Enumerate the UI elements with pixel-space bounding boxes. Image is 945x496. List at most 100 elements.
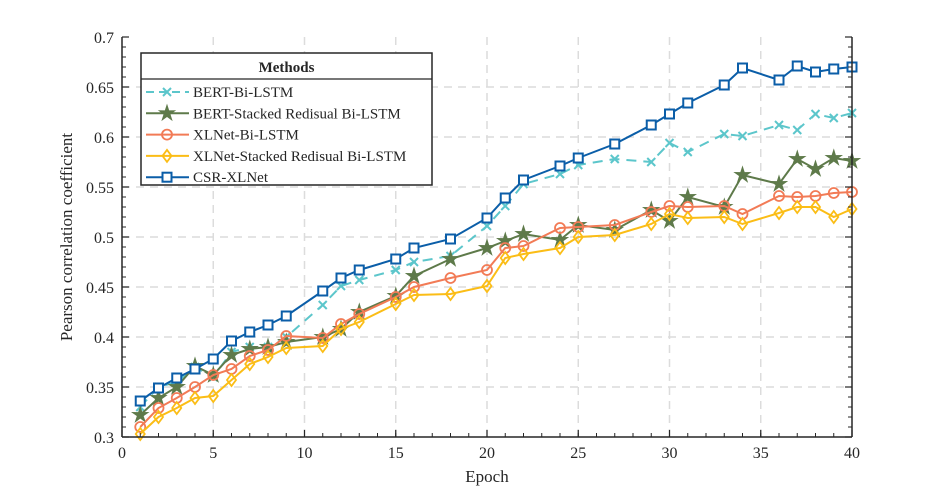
series-csr-xlnet: [134, 60, 858, 407]
y-tick-label: 0.45: [86, 280, 114, 297]
data-point: [134, 421, 147, 433]
data-point: [481, 278, 493, 294]
data-point: [645, 216, 657, 232]
data-point: [444, 286, 457, 302]
data-point: [481, 212, 493, 224]
data-point: [389, 291, 402, 303]
legend-entry: BERT-Stacked Redisual Bi-LSTM: [193, 106, 401, 122]
data-point: [189, 390, 201, 406]
data-point: [682, 97, 694, 109]
data-point: [189, 363, 201, 375]
data-point: [404, 266, 424, 284]
data-point: [663, 206, 676, 222]
legend-entry: BERT-Bi-LSTM: [193, 85, 293, 101]
data-point: [481, 264, 493, 276]
data-point: [149, 388, 168, 406]
data-point: [207, 353, 219, 365]
data-point: [152, 402, 165, 414]
data-point: [318, 300, 328, 310]
legend-marker: [157, 103, 177, 122]
data-point: [810, 66, 821, 78]
data-point: [226, 335, 237, 347]
data-point: [335, 321, 347, 337]
data-point: [828, 63, 840, 75]
x-tick-label: 10: [297, 445, 313, 462]
data-point: [554, 160, 566, 172]
data-point: [610, 154, 620, 164]
series-line: [139, 206, 853, 435]
data-point: [737, 131, 748, 141]
data-point: [499, 250, 511, 266]
legend-marker: [161, 171, 173, 183]
data-point: [787, 149, 807, 167]
legend-marker: [161, 148, 173, 164]
data-point: [240, 339, 260, 357]
series-line: [139, 191, 853, 428]
data-point: [353, 314, 365, 330]
legend-entry: XLNet-Bi-LSTM: [193, 128, 299, 144]
data-point: [262, 319, 274, 331]
data-point: [718, 209, 730, 225]
y-axis-label: Pearson correlation coefficient: [57, 133, 76, 342]
data-point: [769, 174, 789, 192]
x-tick-label: 30: [662, 445, 678, 462]
data-point: [829, 113, 839, 123]
data-point: [773, 190, 785, 202]
y-tick-label: 0.3: [94, 430, 114, 447]
data-point: [441, 249, 460, 267]
data-point: [171, 372, 183, 384]
data-point: [167, 377, 187, 395]
data-point: [222, 345, 241, 363]
data-point: [824, 148, 844, 166]
data-point: [130, 405, 150, 423]
data-point: [568, 215, 588, 233]
data-point: [244, 356, 256, 372]
x-tick-label: 40: [844, 445, 860, 462]
x-tick-label: 15: [388, 445, 404, 462]
data-point: [495, 231, 515, 249]
x-axis-label: Epoch: [465, 467, 509, 486]
y-tick-label: 0.6: [94, 130, 114, 147]
data-point: [554, 222, 566, 234]
data-point: [719, 129, 729, 139]
y-tick-label: 0.65: [86, 80, 114, 97]
data-point: [683, 147, 693, 157]
data-point: [280, 310, 292, 322]
data-point: [773, 74, 785, 86]
series-group: [130, 60, 862, 442]
legend-entry: CSR-XLNet: [193, 170, 269, 186]
data-point: [354, 275, 364, 285]
data-point: [736, 216, 749, 232]
data-point: [733, 165, 752, 183]
legend-box: [140, 52, 433, 186]
data-point: [390, 253, 402, 265]
data-point: [827, 187, 840, 199]
data-point: [514, 224, 533, 242]
data-point: [682, 210, 694, 226]
data-point: [243, 350, 256, 362]
y-tick-label: 0.55: [86, 180, 114, 197]
legend-entry: XLNet-Stacked Redisual Bi-LSTM: [193, 149, 406, 165]
data-point: [335, 272, 347, 284]
data-point: [207, 388, 219, 404]
data-point: [445, 233, 456, 245]
legend-title: Methods: [259, 60, 315, 76]
data-point: [791, 60, 803, 72]
data-point: [664, 138, 675, 148]
data-point: [353, 308, 366, 320]
data-point: [664, 108, 675, 120]
data-point: [262, 344, 274, 356]
data-point: [316, 332, 329, 344]
data-point: [517, 246, 530, 262]
data-point: [207, 369, 220, 381]
data-point: [225, 372, 238, 388]
data-point: [737, 62, 748, 74]
data-point: [572, 229, 584, 245]
data-point: [791, 199, 803, 215]
x-tick-label: 35: [753, 445, 769, 462]
data-point: [518, 174, 529, 186]
legend-marker: [162, 87, 172, 97]
y-tick-label: 0.35: [86, 380, 114, 397]
legend-marker: [161, 128, 173, 141]
